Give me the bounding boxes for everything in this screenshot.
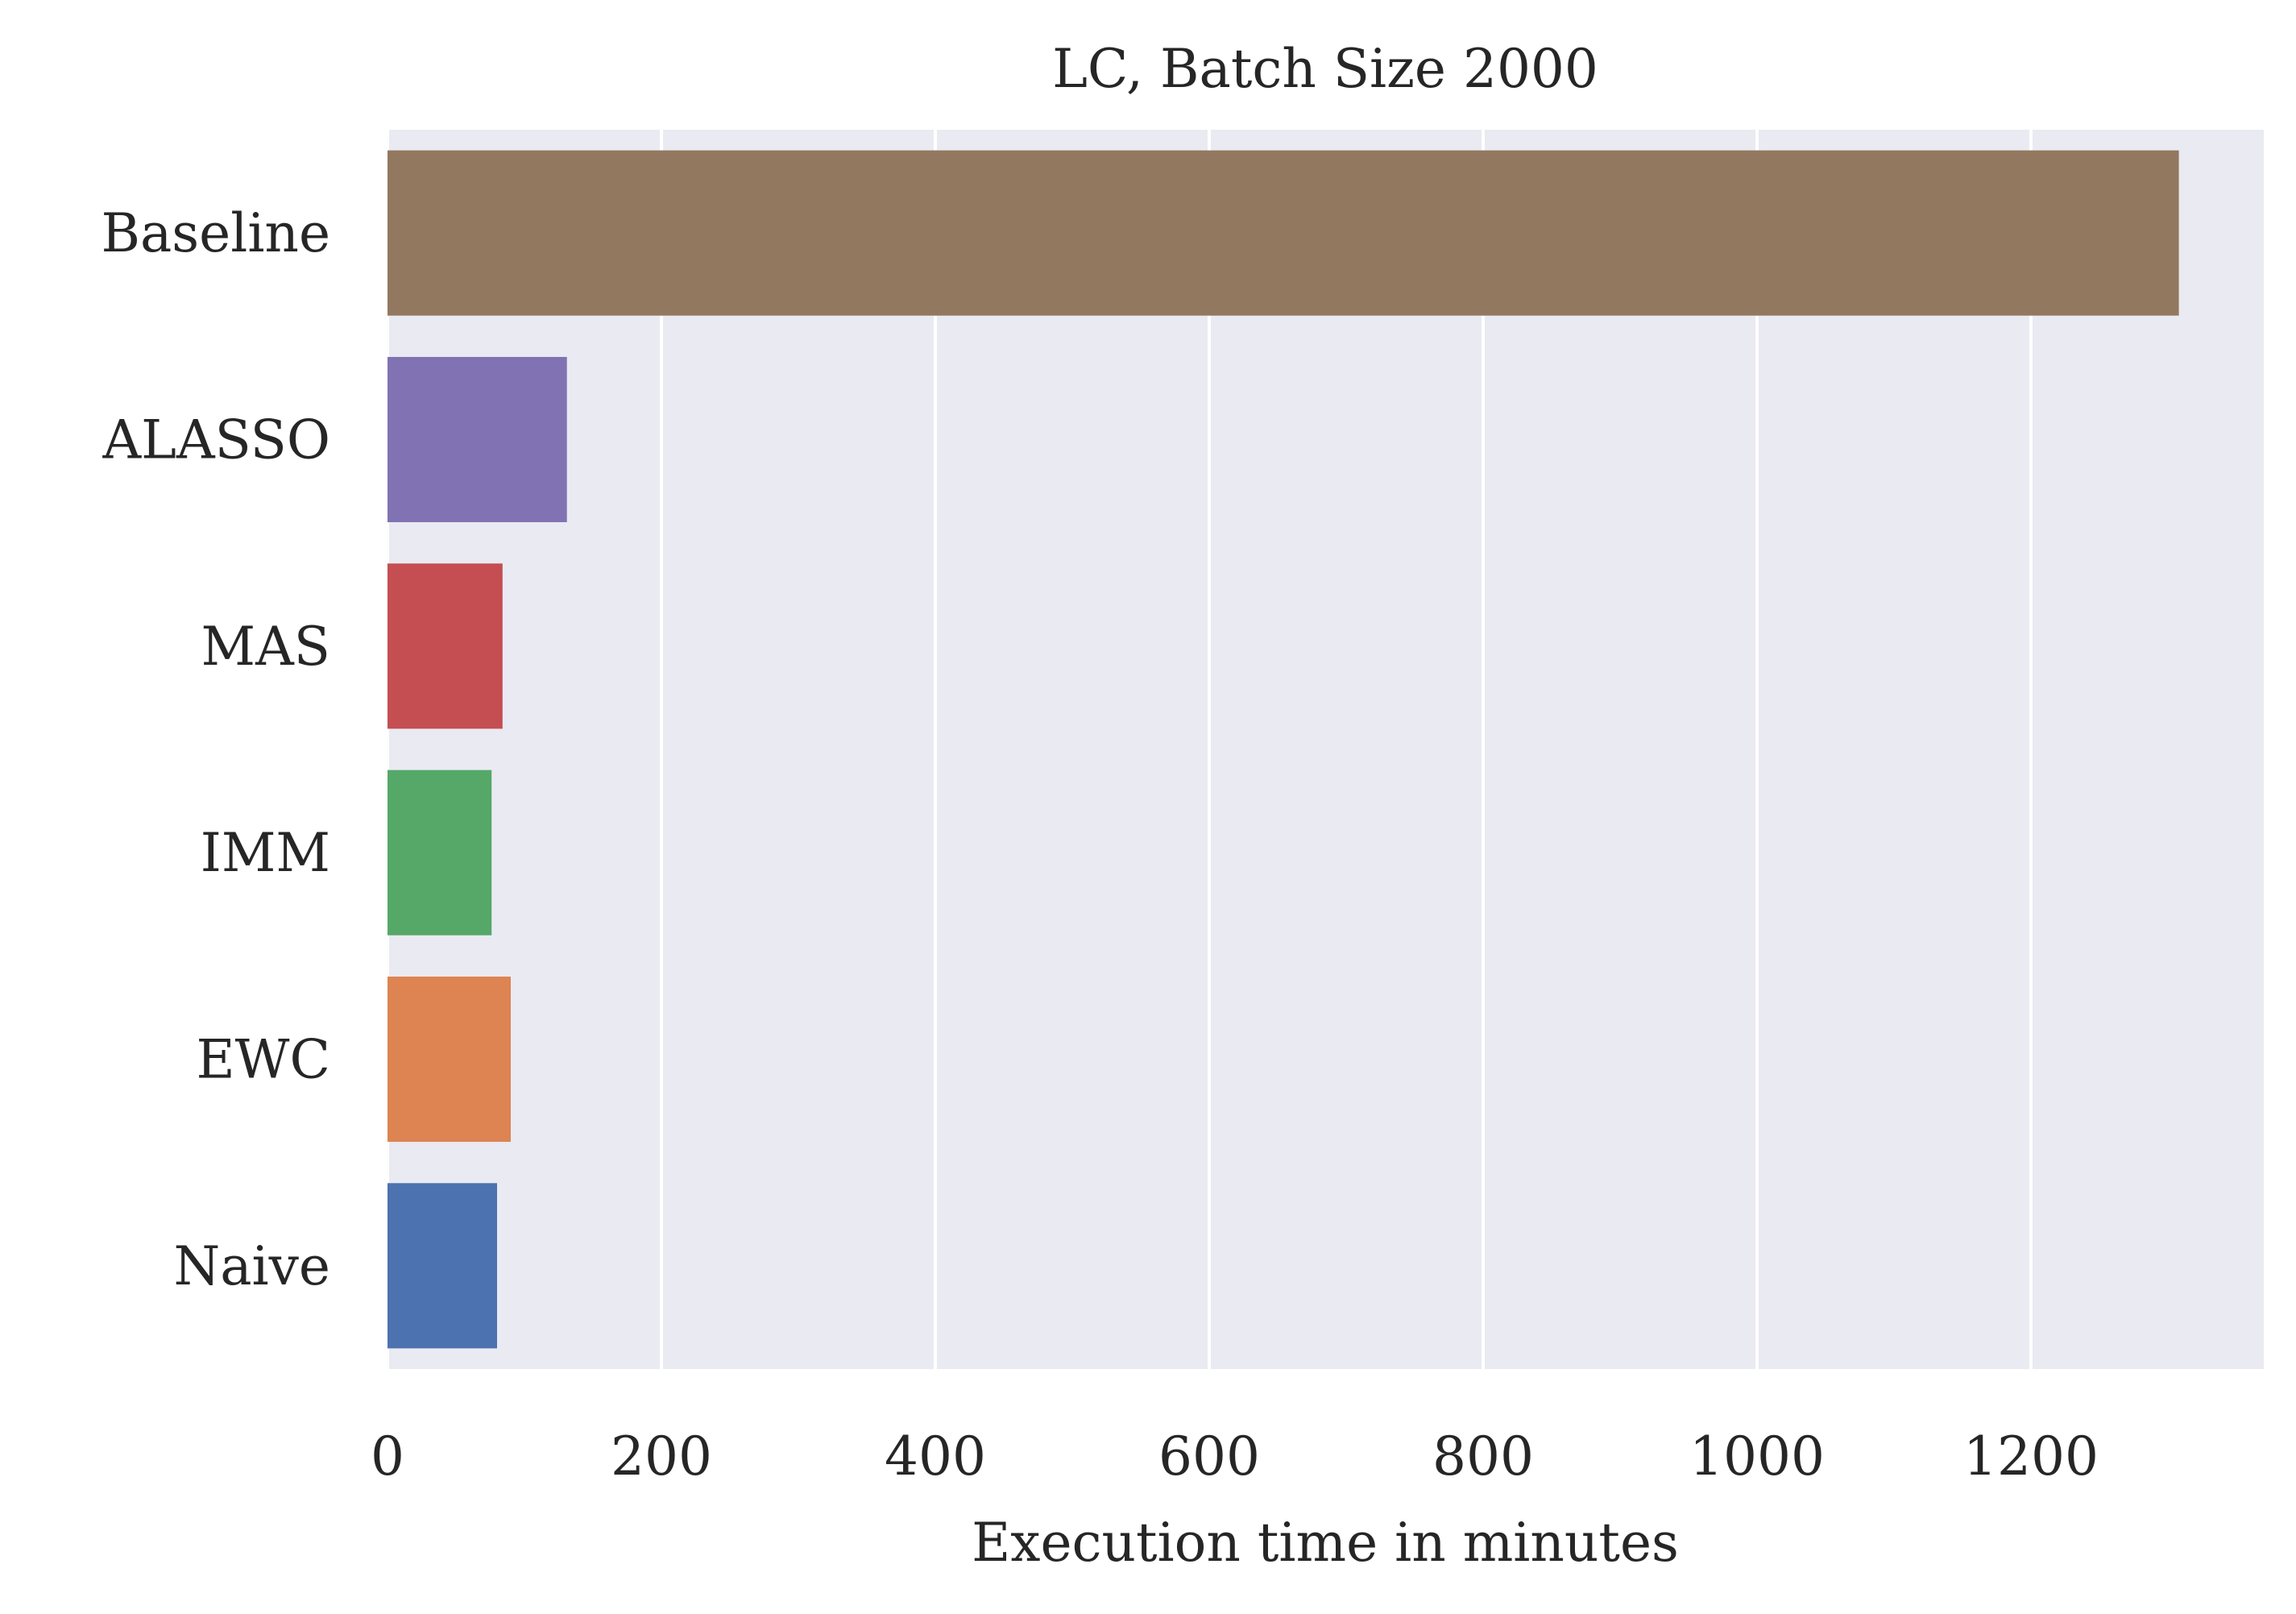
y-tick-label-alasso: ALASSO bbox=[102, 409, 330, 471]
x-axis-label: Execution time in minutes bbox=[972, 1512, 1679, 1574]
bar-mas bbox=[388, 563, 503, 729]
y-tick-label-ewc: EWC bbox=[196, 1029, 330, 1091]
y-tick-label-baseline: Baseline bbox=[101, 202, 330, 264]
bar-baseline bbox=[388, 150, 2179, 316]
y-tick-labels: Baseline ALASSO MAS IMM EWC Naive bbox=[101, 202, 330, 1297]
x-tick-label-600: 600 bbox=[1158, 1425, 1260, 1487]
x-tick-label-800: 800 bbox=[1432, 1425, 1534, 1487]
bar-imm bbox=[388, 770, 492, 936]
x-tick-label-0: 0 bbox=[371, 1425, 404, 1487]
x-tick-label-1200: 1200 bbox=[1963, 1425, 2099, 1487]
bars bbox=[388, 150, 2179, 1349]
y-tick-label-mas: MAS bbox=[201, 616, 330, 678]
gridlines bbox=[386, 130, 2033, 1369]
x-tick-labels: 0 200 400 600 800 1000 1200 bbox=[371, 1425, 2099, 1487]
y-tick-label-imm: IMM bbox=[201, 822, 330, 884]
x-tick-label-200: 200 bbox=[611, 1425, 712, 1487]
x-tick-label-1000: 1000 bbox=[1689, 1425, 1825, 1487]
chart-title: LC, Batch Size 2000 bbox=[1052, 38, 1598, 100]
x-tick-label-400: 400 bbox=[885, 1425, 986, 1487]
bar-alasso bbox=[388, 356, 567, 523]
plot-background bbox=[388, 130, 2264, 1369]
bar-naive bbox=[388, 1183, 497, 1349]
y-tick-label-naive: Naive bbox=[173, 1235, 330, 1297]
bar-ewc bbox=[388, 976, 511, 1143]
